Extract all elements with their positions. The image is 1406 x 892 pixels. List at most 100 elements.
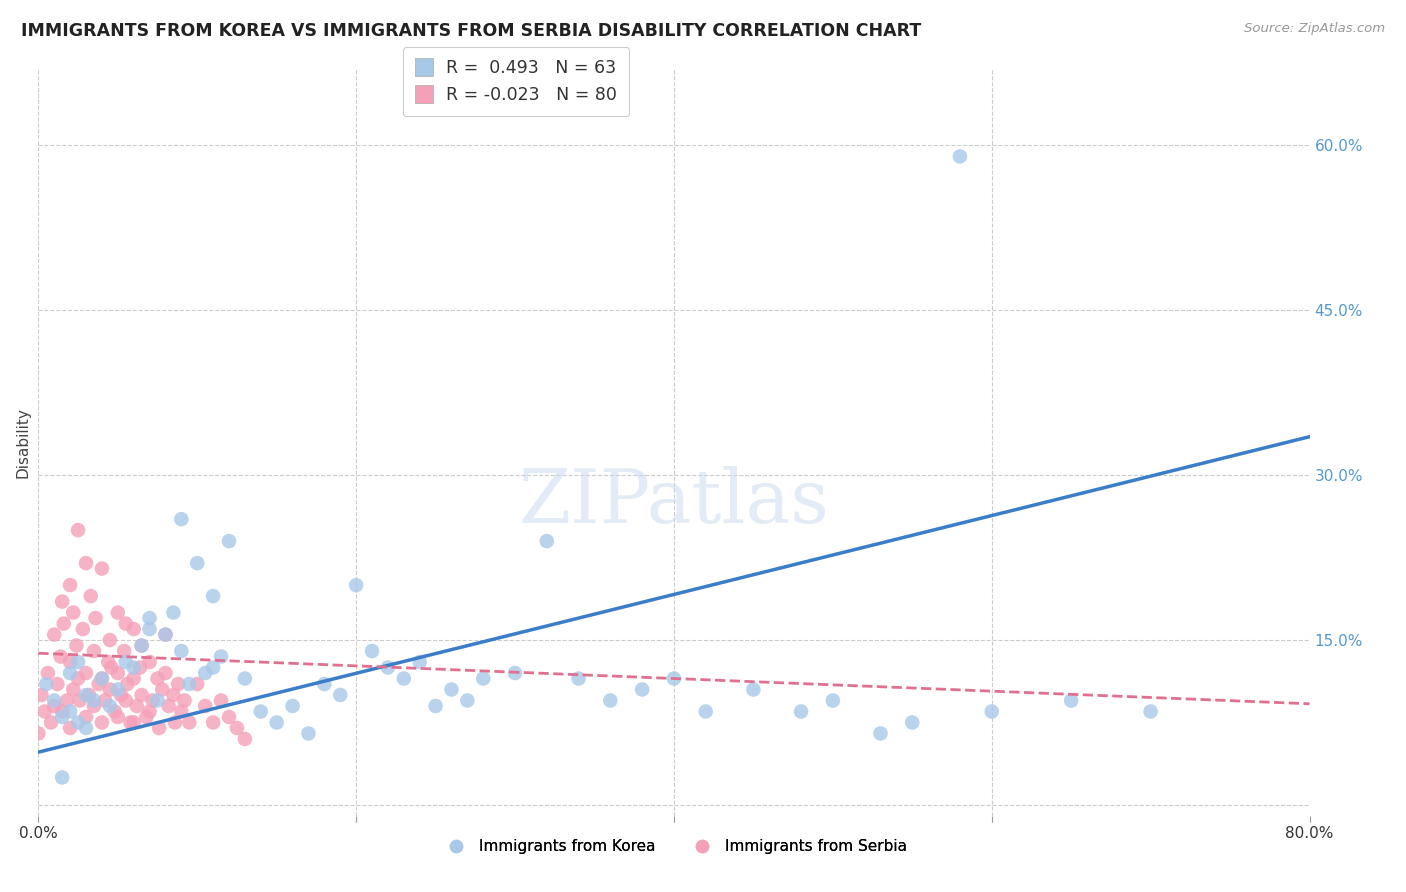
Y-axis label: Disability: Disability: [15, 407, 30, 477]
Point: [114, 616, 136, 631]
Point: [87, 677, 110, 691]
Point: [344, 578, 367, 592]
Point: [75, 556, 97, 570]
Point: [135, 710, 157, 724]
Point: [107, 710, 129, 724]
Point: [67, 715, 90, 730]
Point: [503, 666, 526, 681]
Point: [34, 705, 56, 719]
Point: [94, 693, 117, 707]
Point: [167, 677, 190, 691]
Point: [170, 512, 193, 526]
Point: [65, 639, 87, 653]
Point: [98, 698, 121, 713]
Point: [949, 149, 972, 163]
Point: [186, 677, 208, 691]
Point: [218, 534, 240, 549]
Point: [1060, 693, 1083, 707]
Point: [138, 655, 160, 669]
Point: [131, 688, 153, 702]
Point: [536, 534, 558, 549]
Point: [104, 705, 127, 719]
Point: [209, 693, 232, 707]
Point: [52, 616, 75, 631]
Point: [46, 677, 69, 691]
Point: [98, 633, 121, 648]
Point: [194, 666, 217, 681]
Point: [75, 688, 97, 702]
Point: [173, 693, 195, 707]
Point: [209, 649, 232, 664]
Point: [821, 693, 844, 707]
Point: [218, 710, 240, 724]
Point: [456, 693, 478, 707]
Point: [901, 715, 924, 730]
Point: [155, 666, 177, 681]
Point: [146, 693, 169, 707]
Point: [59, 705, 82, 719]
Legend: Immigrants from Korea, Immigrants from Serbia: Immigrants from Korea, Immigrants from S…: [434, 833, 912, 861]
Point: [742, 682, 765, 697]
Point: [51, 771, 73, 785]
Point: [179, 715, 201, 730]
Point: [56, 693, 79, 707]
Point: [90, 672, 112, 686]
Point: [75, 710, 97, 724]
Point: [186, 556, 208, 570]
Point: [138, 705, 160, 719]
Point: [67, 523, 90, 537]
Point: [148, 721, 170, 735]
Point: [162, 688, 184, 702]
Point: [112, 644, 135, 658]
Point: [142, 693, 165, 707]
Point: [440, 682, 463, 697]
Point: [131, 639, 153, 653]
Point: [59, 666, 82, 681]
Point: [72, 622, 94, 636]
Text: ZIPatlas: ZIPatlas: [519, 466, 830, 539]
Point: [146, 672, 169, 686]
Point: [114, 693, 136, 707]
Point: [392, 672, 415, 686]
Point: [568, 672, 591, 686]
Point: [125, 698, 148, 713]
Point: [39, 715, 62, 730]
Point: [425, 698, 447, 713]
Point: [62, 606, 84, 620]
Point: [51, 594, 73, 608]
Point: [62, 682, 84, 697]
Point: [155, 627, 177, 641]
Text: IMMIGRANTS FROM KOREA VS IMMIGRANTS FROM SERBIA DISABILITY CORRELATION CHART: IMMIGRANTS FROM KOREA VS IMMIGRANTS FROM…: [21, 22, 921, 40]
Point: [98, 682, 121, 697]
Point: [122, 660, 145, 674]
Point: [83, 698, 105, 713]
Point: [695, 705, 717, 719]
Point: [202, 715, 225, 730]
Point: [138, 611, 160, 625]
Point: [100, 660, 122, 674]
Point: [361, 644, 384, 658]
Point: [631, 682, 654, 697]
Point: [162, 606, 184, 620]
Point: [44, 627, 66, 641]
Point: [129, 660, 152, 674]
Point: [90, 561, 112, 575]
Point: [233, 731, 256, 746]
Point: [170, 644, 193, 658]
Point: [472, 672, 495, 686]
Point: [202, 589, 225, 603]
Point: [67, 655, 90, 669]
Point: [59, 655, 82, 669]
Point: [233, 672, 256, 686]
Point: [122, 622, 145, 636]
Point: [110, 688, 132, 702]
Point: [44, 698, 66, 713]
Point: [170, 705, 193, 719]
Point: [83, 693, 105, 707]
Point: [155, 627, 177, 641]
Point: [1139, 705, 1161, 719]
Text: Source: ZipAtlas.com: Source: ZipAtlas.com: [1244, 22, 1385, 36]
Point: [75, 721, 97, 735]
Point: [297, 726, 319, 740]
Point: [67, 672, 90, 686]
